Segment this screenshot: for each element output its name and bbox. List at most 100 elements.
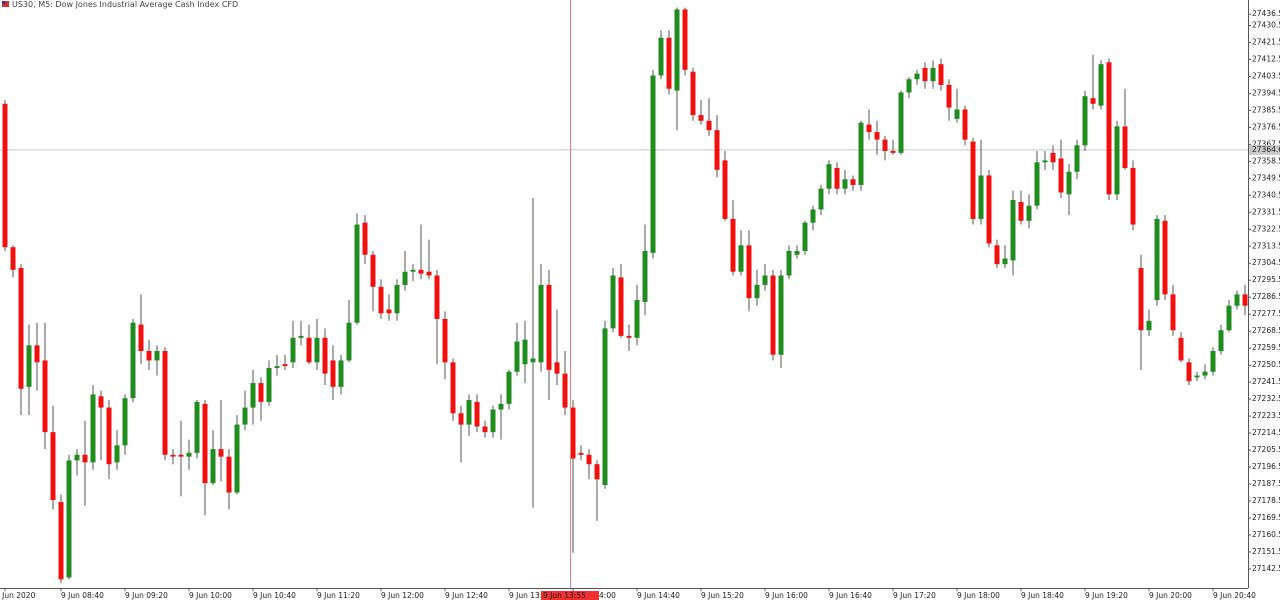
candle <box>1202 364 1208 380</box>
candle <box>34 322 40 391</box>
candle-body <box>930 67 936 82</box>
candle-body <box>1066 171 1072 195</box>
candle-body <box>1026 205 1032 221</box>
candle-body <box>1218 330 1224 351</box>
candle <box>898 90 904 155</box>
candle-body <box>90 394 96 463</box>
y-tick-label: 27412.5 <box>1252 54 1280 63</box>
candle <box>658 30 664 80</box>
candle-body <box>130 322 136 399</box>
candle <box>562 350 568 416</box>
candle <box>538 264 544 372</box>
flag-canton <box>2 1 5 4</box>
candle-body <box>874 132 880 140</box>
candle-body <box>826 164 832 189</box>
candle-body <box>354 224 360 323</box>
candle-body <box>146 350 152 361</box>
candle-body <box>1018 201 1024 221</box>
candle <box>826 160 832 195</box>
y-tick-label: 27151.5 <box>1252 547 1280 556</box>
y-tick-label: 27430.5 <box>1252 20 1280 29</box>
candle <box>682 7 688 76</box>
candle-body <box>1194 375 1200 378</box>
y-tick-label: 27241.5 <box>1252 377 1280 386</box>
candle <box>346 300 352 363</box>
y-tick-label: 27187.5 <box>1252 479 1280 488</box>
x-tick-label: 9 Jun 08:40 <box>61 591 104 600</box>
y-tick-label: 27268.5 <box>1252 326 1280 335</box>
y-tick-label: 27436.5 <box>1252 9 1280 18</box>
candle <box>498 394 504 440</box>
candle-body <box>1042 160 1048 163</box>
candle-body <box>730 218 736 272</box>
candle <box>586 449 592 480</box>
candle <box>674 7 680 131</box>
candle-body <box>690 71 696 116</box>
candle <box>1098 60 1104 110</box>
candle-body <box>442 318 448 363</box>
candle-body <box>450 362 456 414</box>
candle-body <box>1242 294 1248 306</box>
candle <box>458 405 464 463</box>
candle-body <box>362 222 368 255</box>
candle <box>618 264 624 338</box>
candle-body <box>218 449 224 457</box>
candle-body <box>1050 152 1056 163</box>
candle <box>298 320 304 346</box>
candle <box>1218 324 1224 355</box>
candle-body <box>266 367 272 402</box>
y-tick-label: 27358.5 <box>1252 156 1280 165</box>
candle-body <box>394 284 400 314</box>
candle <box>82 420 88 506</box>
x-tick-label: 9 Jun 15:20 <box>701 591 744 600</box>
y-tick-label: 27250.5 <box>1252 360 1280 369</box>
candle <box>914 69 920 85</box>
candle-body <box>1202 371 1208 376</box>
candle <box>810 205 816 231</box>
candle-body <box>858 122 864 185</box>
candle-body <box>738 245 744 272</box>
candle-body <box>114 445 120 463</box>
candle-body <box>954 109 960 119</box>
candle <box>882 135 888 161</box>
candle-body <box>514 341 520 372</box>
y-tick-label: 27169.5 <box>1252 513 1280 522</box>
candle <box>1074 139 1080 180</box>
candle-body <box>50 432 56 501</box>
candle <box>170 449 176 465</box>
candle-body <box>986 175 992 244</box>
candle <box>890 139 896 155</box>
candle <box>202 400 208 516</box>
y-tick-label: 27322.5 <box>1252 224 1280 233</box>
candle-body <box>418 269 424 274</box>
candle-body <box>610 275 616 329</box>
candle <box>570 400 576 553</box>
candle <box>722 150 728 221</box>
candle-body <box>1090 98 1096 104</box>
candle <box>754 269 760 306</box>
y-tick-label: 27232.5 <box>1252 394 1280 403</box>
candle <box>802 220 808 255</box>
candle-body <box>386 309 392 314</box>
crosshair-box <box>541 591 599 600</box>
candle <box>474 394 480 433</box>
candle <box>338 354 344 395</box>
candle-body <box>370 254 376 287</box>
candle <box>290 320 296 368</box>
candle <box>1162 215 1168 301</box>
y-tick-label: 27205.5 <box>1252 445 1280 454</box>
candle-body <box>274 366 280 368</box>
candle <box>514 322 520 376</box>
candle <box>1042 150 1048 170</box>
candle <box>466 394 472 436</box>
candle-body <box>498 403 504 410</box>
y-tick-label: 27196.5 <box>1252 462 1280 471</box>
candle <box>634 284 640 346</box>
candle-body <box>946 84 952 108</box>
candle <box>42 322 48 450</box>
candle <box>1106 58 1112 201</box>
y-tick-label: 27385.5 <box>1252 105 1280 114</box>
candle-body <box>554 362 560 374</box>
candle-body <box>962 109 968 140</box>
